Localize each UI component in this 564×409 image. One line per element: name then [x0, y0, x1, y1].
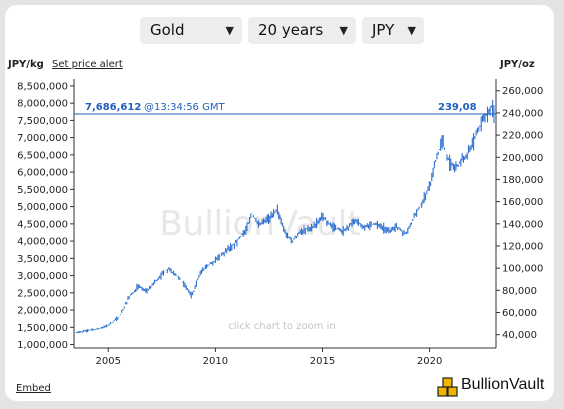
left-axis-tick-label: 3,000,000 [17, 271, 68, 282]
current-price-kg-label: 7,686,612 [85, 102, 141, 113]
right-axis-tick-label: 160,000 [502, 197, 543, 208]
left-axis-tick-label: 5,500,000 [17, 185, 68, 196]
x-axis-tick-label: 2010 [203, 356, 228, 365]
right-axis-tick-label: 180,000 [502, 175, 543, 186]
right-axis-tick-label: 140,000 [502, 219, 543, 230]
left-axis-tick-label: 2,000,000 [17, 306, 68, 317]
right-axis-tick-label: 60,000 [502, 308, 537, 319]
current-price-oz-label: 239,08 [438, 102, 477, 113]
period-select[interactable]: 20 years ▼ [248, 17, 356, 44]
chevron-down-icon: ▼ [407, 24, 416, 37]
left-axis-tick-label: 6,000,000 [17, 168, 68, 179]
price-chart[interactable]: BullionVault click chart to zoom in 1,00… [5, 5, 554, 365]
chevron-down-icon: ▼ [225, 24, 234, 37]
left-axis-tick-label: 1,000,000 [17, 340, 68, 351]
right-axis-tick-label: 220,000 [502, 131, 543, 142]
left-axis-tick-label: 5,000,000 [17, 202, 68, 213]
currency-select[interactable]: JPY ▼ [362, 17, 424, 44]
metal-select-value: Gold [150, 21, 185, 39]
embed-link[interactable]: Embed [16, 383, 51, 394]
left-axis-tick-label: 1,500,000 [17, 323, 68, 334]
chart-widget: Gold ▼ 20 years ▼ JPY ▼ JPY/kg Set price… [5, 5, 554, 401]
left-axis-tick-label: 3,500,000 [17, 254, 68, 265]
x-axis-tick-label: 2020 [417, 356, 442, 365]
zoom-hint: click chart to zoom in [228, 321, 335, 332]
currency-select-value: JPY [372, 21, 395, 39]
x-axis-tick-label: 2005 [96, 356, 121, 365]
x-axis-tick-label: 2015 [310, 356, 335, 365]
period-select-value: 20 years [258, 21, 324, 39]
right-axis-tick-label: 40,000 [502, 330, 537, 341]
left-axis-unit: JPY/kg [8, 59, 44, 70]
chevron-down-icon: ▼ [339, 24, 348, 37]
left-axis-tick-label: 4,500,000 [17, 219, 68, 230]
right-axis-tick-label: 260,000 [502, 86, 543, 97]
right-axis-tick-label: 200,000 [502, 153, 543, 164]
metal-select[interactable]: Gold ▼ [140, 17, 242, 44]
right-axis-tick-label: 120,000 [502, 241, 543, 252]
left-axis-tick-label: 2,500,000 [17, 288, 68, 299]
left-axis-tick-label: 7,000,000 [17, 133, 68, 144]
left-axis-tick-label: 4,000,000 [17, 237, 68, 248]
left-axis-tick-label: 8,000,000 [17, 99, 68, 110]
current-price-time-label: @13:34:56 GMT [144, 102, 225, 113]
gold-bars-icon [437, 377, 458, 397]
right-axis-tick-label: 240,000 [502, 108, 543, 119]
left-axis-tick-label: 6,500,000 [17, 150, 68, 161]
brand-name: BullionVault [461, 376, 545, 393]
right-axis-tick-label: 100,000 [502, 264, 543, 275]
set-price-alert-link[interactable]: Set price alert [52, 59, 123, 70]
left-axis-tick-label: 7,500,000 [17, 116, 68, 127]
left-axis-tick-label: 8,500,000 [17, 81, 68, 92]
right-axis-tick-label: 80,000 [502, 286, 537, 297]
right-axis-unit: JPY/oz [500, 59, 535, 70]
